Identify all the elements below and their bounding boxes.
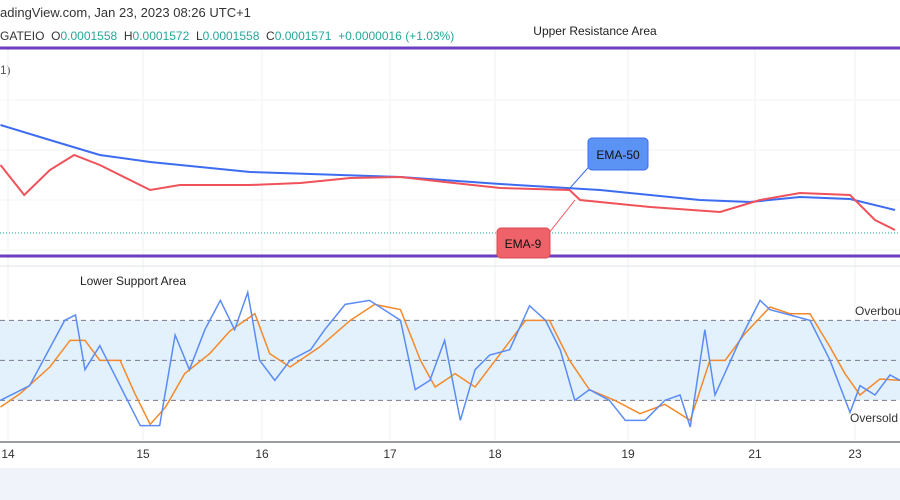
study-label: 1) <box>0 63 11 77</box>
low-label: L <box>195 29 203 43</box>
high-value: 0.0001572 <box>132 29 190 43</box>
ema50-callout-label: EMA-50 <box>596 148 640 162</box>
x-tick-label: 19 <box>621 447 635 461</box>
upper-resistance-label: Upper Resistance Area <box>533 24 657 38</box>
change-value: +0.0000016 (+1.03%) <box>338 29 455 43</box>
chart-source-header: adingView.com, Jan 23, 2023 08:26 UTC+1 <box>0 5 251 20</box>
bottom-bar <box>0 468 900 500</box>
x-tick-label: 16 <box>255 447 269 461</box>
x-tick-label: 18 <box>488 447 502 461</box>
close-label: C <box>266 29 275 43</box>
x-tick-label: 15 <box>136 447 150 461</box>
stoch-d-line <box>0 303 900 426</box>
ema50-line <box>0 124 896 211</box>
high-label: H <box>123 29 133 43</box>
ema9-callout <box>496 227 551 259</box>
low-value: 0.0001558 <box>202 29 260 43</box>
lower-support-label: Lower Support Area <box>80 274 186 288</box>
open-label: O <box>51 29 61 43</box>
overbought-label: Overbought <box>855 304 900 318</box>
ema50-callout <box>587 137 649 171</box>
ema9-line <box>0 153 896 231</box>
stoch-k-line <box>0 289 900 428</box>
ohlc-legend: GATEIO O0.0001558 H0.0001572 L0.0001558 … <box>0 29 454 43</box>
open-value: 0.0001558 <box>60 29 118 43</box>
x-tick-label: 14 <box>1 447 15 461</box>
x-tick-label: 21 <box>748 447 762 461</box>
x-tick-label: 23 <box>848 447 862 461</box>
oversold-label: Oversold <box>850 411 898 425</box>
symbol-label: GATEIO <box>0 29 45 43</box>
x-tick-label: 17 <box>383 447 397 461</box>
close-value: 0.0001571 <box>274 29 332 43</box>
ema9-callout-label: EMA-9 <box>505 237 542 251</box>
